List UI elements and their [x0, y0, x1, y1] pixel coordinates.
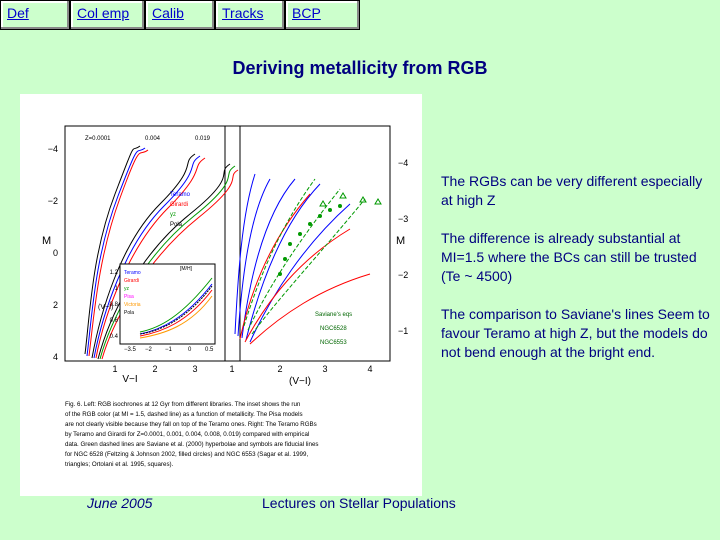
inset-x-label: [M/H] [180, 266, 193, 272]
inset-x-tick: −1 [165, 347, 173, 353]
inset-y-label: (V−I) [98, 304, 113, 311]
bullet-item: The RGBs can be very different especiall… [441, 173, 703, 208]
inset-legend: Girardi [124, 278, 139, 284]
z-label: 0.019 [195, 136, 211, 142]
left-y-tick: −4 [48, 144, 58, 154]
nav-def-button[interactable]: Def [0, 0, 70, 30]
right-panel-frame [224, 125, 391, 362]
right-y-label: M [396, 235, 405, 247]
inset-x-tick: −2 [145, 347, 153, 353]
footer-title: Lectures on Stellar Populations [262, 495, 456, 511]
right-y-tick: −3 [398, 214, 408, 224]
ngc6528-points [278, 204, 342, 276]
left-x-label: V−I [122, 374, 137, 385]
inset-legend: Pisa [124, 294, 134, 300]
inset-x-tick: 0 [188, 347, 192, 353]
caption-line: of the RGB color (at MI = 1.5, dashed li… [65, 411, 303, 418]
right-x-label: (V−I) [289, 376, 311, 387]
right-x-tick: 3 [322, 364, 327, 374]
inset-x-tick: 0.5 [205, 347, 214, 353]
legend-pola: Pola [170, 222, 183, 228]
legend-girardi: Girardi [170, 202, 188, 208]
inset-legend: yz [124, 286, 130, 292]
right-x-tick: 4 [367, 364, 372, 374]
left-x-tick: 1 [112, 364, 117, 374]
left-y-tick: 0 [53, 248, 58, 258]
caption-line: by Teramo and Girardi for Z=0.0001, 0.00… [65, 431, 309, 438]
z-label: Z=0.0001 [85, 136, 111, 142]
right-x-tick: 2 [277, 364, 282, 374]
inset-y-tick: 0.6 [110, 318, 119, 324]
inset-y-tick: 0.8 [110, 302, 119, 308]
caption-line: triangles; Ortolani et al. 1995, squares… [65, 461, 174, 468]
right-curves [234, 173, 371, 345]
inset-legend: Teramo [124, 270, 141, 276]
slide-title: Deriving metallicity from RGB [232, 58, 488, 78]
legend-ngc6553: NGC6553 [320, 340, 347, 346]
left-y-label: M [42, 235, 51, 247]
inset-legend: Pola [124, 310, 134, 316]
caption-line: for NGC 6528 (Feltzing & Johnson 2002, f… [65, 451, 308, 458]
inset-y-tick: 0.4 [110, 334, 119, 340]
caption-line: Fig. 6. Left: RGB isochrones at 12 Gyr f… [65, 401, 301, 408]
rgb-figure: −4 −2 0 2 4 M 1 2 3 V−I Z=0.0001 0.004 0… [20, 94, 422, 496]
left-y-tick: 2 [53, 300, 58, 310]
nav-tracks-button[interactable]: Tracks [215, 0, 285, 30]
figure-svg: −4 −2 0 2 4 M 1 2 3 V−I Z=0.0001 0.004 0… [42, 125, 408, 468]
legend-yz: yz [170, 212, 176, 218]
inset-curves [139, 277, 213, 339]
right-y-tick: −1 [398, 326, 408, 336]
legend-teramo: Teramo [170, 192, 191, 198]
nav-bcp-button[interactable]: BCP [285, 0, 360, 30]
left-y-tick: 4 [53, 352, 58, 362]
inset-y-tick: 1.2 [110, 270, 119, 276]
right-y-tick: −4 [398, 158, 408, 168]
right-x-tick: 1 [229, 364, 234, 374]
left-x-tick: 3 [192, 364, 197, 374]
z-label: 0.004 [145, 136, 161, 142]
ngc6553-points [319, 192, 382, 207]
nav-col-emp-button[interactable]: Col emp [70, 0, 145, 30]
nav-calib-button[interactable]: Calib [145, 0, 215, 30]
left-x-tick: 2 [152, 364, 157, 374]
caption-line: data. Green dashed lines are Saviane et … [65, 441, 319, 448]
caption-line: are not clearly visible because they fal… [65, 421, 317, 428]
right-y-tick: −2 [398, 270, 408, 280]
bullet-list: The RGBs can be very different especiall… [441, 172, 711, 381]
inset-x-tick: −3.5 [124, 347, 137, 353]
footer-date: June 2005 [87, 495, 153, 511]
inset-legend: Victoria [124, 302, 141, 308]
legend-ngc6528: NGC6528 [320, 326, 347, 332]
bullet-item: The comparison to Saviane's lines Seem t… [441, 306, 710, 360]
legend-saviane: Saviane's eqs [315, 312, 352, 318]
left-isochrones [84, 145, 239, 360]
inset-y-tick: 1 [115, 286, 119, 292]
left-y-tick: −2 [48, 196, 58, 206]
bullet-item: The difference is already substantial at… [441, 230, 697, 284]
left-panel-frame [64, 125, 241, 362]
nav-bar: Def Col emp Calib Tracks BCP [0, 0, 360, 32]
figure-caption: Fig. 6. Left: RGB isochrones at 12 Gyr f… [65, 401, 319, 468]
